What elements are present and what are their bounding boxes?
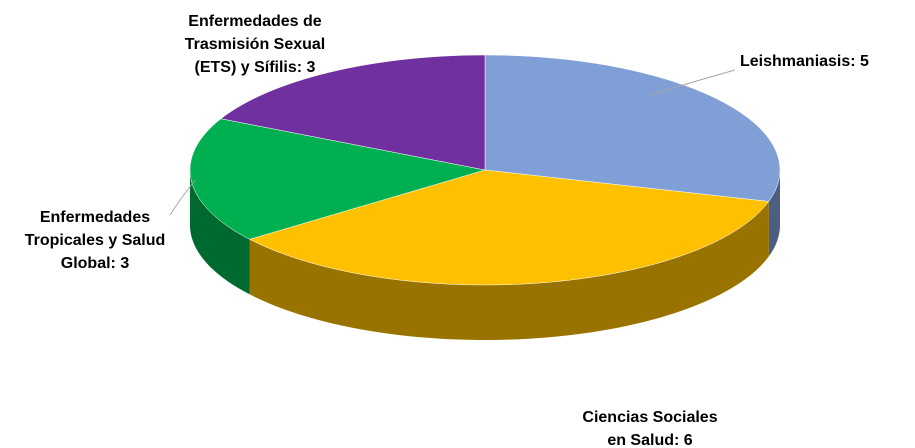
slice-side-shade <box>249 201 769 340</box>
slice <box>484 54 781 202</box>
data-label: Tropicales y Salud <box>25 232 166 249</box>
slice-side <box>768 170 780 257</box>
leader-line <box>169 179 196 216</box>
data-label: Global: 3 <box>61 255 130 272</box>
slice-side-shade <box>190 170 250 295</box>
slice <box>248 169 770 286</box>
slice <box>220 54 486 171</box>
slice <box>189 118 486 240</box>
data-label: Leishmaniasis: 5 <box>740 53 869 70</box>
pie <box>189 54 781 340</box>
data-label: Enfermedades de <box>188 13 321 30</box>
labels: Leishmaniasis: 5 Ciencias Sociales en Salu… <box>25 13 869 448</box>
data-label: (ETS) y Sífilis: 3 <box>195 59 316 76</box>
slice-side-shade <box>768 170 780 257</box>
data-label: Trasmisión Sexual <box>185 36 326 53</box>
slice-side <box>190 170 250 295</box>
data-label: en Salud: 6 <box>607 432 692 448</box>
leader-line <box>649 69 736 96</box>
slice-side <box>249 201 769 340</box>
data-label: Enfermedades <box>40 209 150 226</box>
data-label: Ciencias Sociales <box>582 409 717 426</box>
